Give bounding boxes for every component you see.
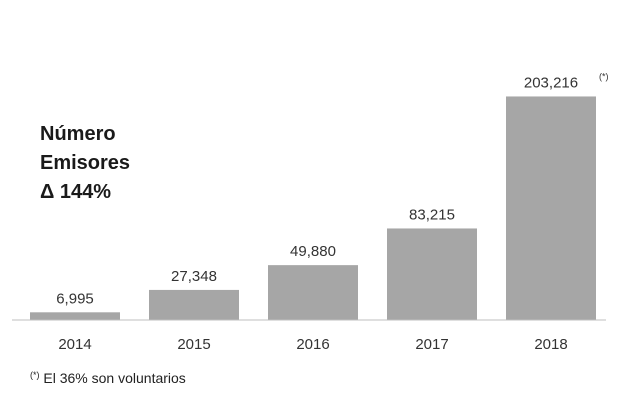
title-line-1: Número <box>40 123 116 145</box>
data-label-2014: 6,995 <box>56 290 94 307</box>
bar-2015 <box>149 289 239 320</box>
x-tick-label-2018: 2018 <box>534 336 567 353</box>
data-label-2017: 83,215 <box>409 206 455 223</box>
bar-2014 <box>30 312 120 320</box>
bar-2018 <box>506 96 596 320</box>
chart-subtitle: Δ 144% <box>40 181 112 203</box>
data-label-2016: 49,880 <box>290 243 336 260</box>
annotation-2018: (*) <box>599 71 609 81</box>
footnote-marker: (*) <box>30 370 40 380</box>
title-line-2: Emisores <box>40 152 131 174</box>
x-tick-label-2015: 2015 <box>177 336 210 353</box>
data-label-2018: 203,216 <box>524 74 578 91</box>
x-tick-label-2016: 2016 <box>296 336 329 353</box>
x-tick-label-2014: 2014 <box>58 336 91 353</box>
footnote: (*) El 36% son voluntarios <box>30 370 186 386</box>
data-label-2015: 27,348 <box>171 268 217 285</box>
bar-2017 <box>387 228 477 320</box>
bar-2016 <box>268 265 358 320</box>
footnote-text: El 36% son voluntarios <box>39 370 186 386</box>
chart-title: Número Emisores Δ 144% <box>40 120 130 207</box>
x-tick-label-2017: 2017 <box>415 336 448 353</box>
